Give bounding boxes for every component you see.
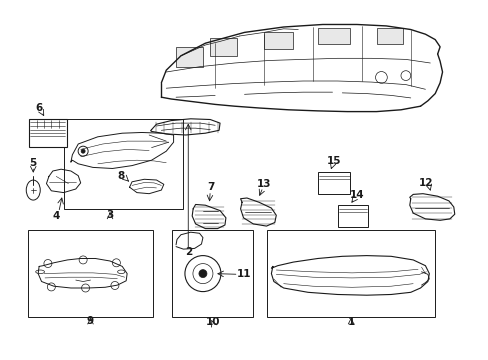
Bar [317, 172, 349, 194]
Text: 9: 9 [87, 316, 94, 327]
Text: 3: 3 [106, 210, 113, 220]
Bar [172, 230, 252, 317]
Bar [376, 28, 403, 44]
Text: 4: 4 [52, 211, 60, 221]
Text: 2: 2 [184, 247, 191, 257]
Bar [28, 230, 153, 317]
Text: 5: 5 [29, 158, 36, 168]
Bar [210, 38, 237, 56]
Text: 14: 14 [349, 190, 364, 200]
Bar [264, 32, 293, 49]
Text: 7: 7 [207, 182, 215, 192]
Text: 8: 8 [118, 171, 124, 181]
Bar [317, 28, 349, 44]
Bar [176, 47, 203, 67]
Text: 12: 12 [418, 178, 433, 188]
Circle shape [199, 270, 206, 278]
Circle shape [81, 149, 85, 153]
Text: 13: 13 [256, 179, 271, 189]
Text: 10: 10 [205, 317, 220, 327]
Bar [63, 119, 183, 209]
Bar [266, 230, 434, 317]
Text: 15: 15 [326, 156, 341, 166]
FancyBboxPatch shape [29, 119, 67, 147]
Text: 11: 11 [237, 269, 251, 279]
Text: 6: 6 [36, 103, 42, 113]
Bar [338, 205, 367, 227]
Text: 1: 1 [347, 317, 354, 327]
